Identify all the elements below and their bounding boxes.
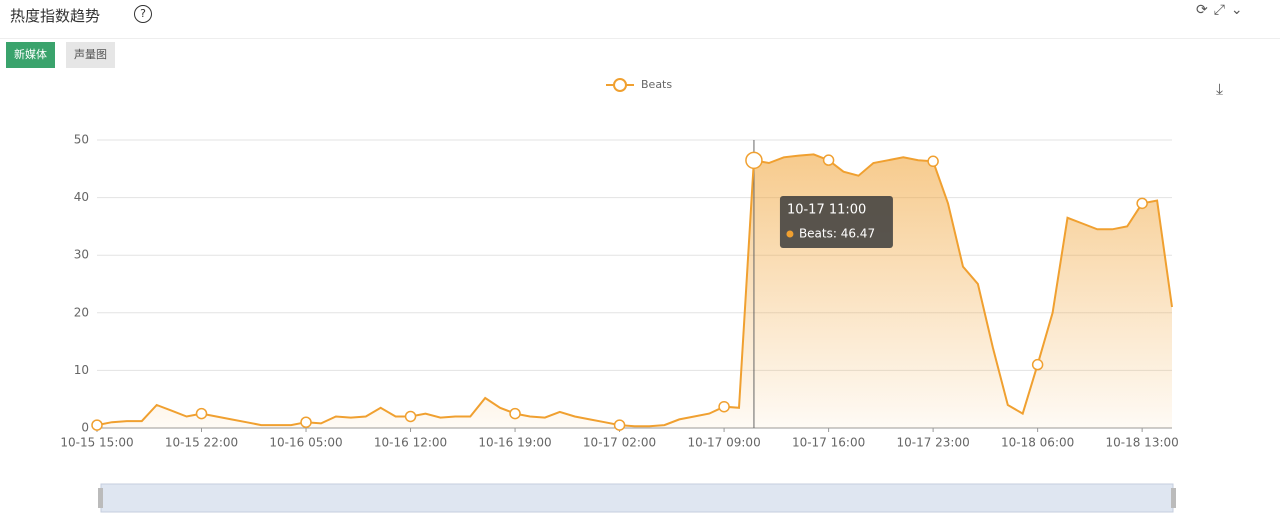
point — [1031, 358, 1044, 371]
x-tick-label: 10-15 22:00 — [165, 436, 238, 450]
help-icon[interactable]: ? — [134, 5, 152, 23]
point — [718, 400, 730, 413]
x-tick-label: 10-17 16:00 — [792, 436, 865, 450]
point — [91, 419, 103, 431]
y-tick-label: 40 — [74, 190, 89, 204]
point — [300, 416, 312, 428]
point — [613, 419, 626, 431]
tooltip-title: 10-17 11:00 — [787, 203, 866, 218]
slider-handle[interactable] — [1171, 488, 1176, 508]
tooltip-marker — [786, 230, 794, 238]
header-icons[interactable]: ⟳⤢⌄ — [1196, 2, 1249, 18]
tab[interactable]: 声量图 — [66, 42, 115, 68]
legend-label: Beats — [641, 78, 672, 91]
x-tick-label: 10-15 15:00 — [60, 436, 133, 450]
tooltip — [779, 196, 893, 248]
x-tick-label: 10-18 13:00 — [1106, 436, 1179, 450]
y-tick-label: 30 — [74, 248, 89, 262]
x-tick-label: 10-17 09:00 — [687, 436, 760, 450]
widget-title: 热度指数趋势 — [10, 7, 101, 25]
point — [195, 407, 208, 420]
tooltip-text: Beats: 46.47 — [799, 227, 875, 241]
x-tick-label: 10-17 02:00 — [583, 436, 656, 450]
download-icon[interactable]: ⤓ — [1216, 80, 1223, 99]
line — [96, 153, 1173, 428]
point — [745, 151, 763, 170]
tab[interactable]: 新媒体 — [6, 42, 55, 68]
point — [927, 155, 939, 168]
y-tick-label: 20 — [74, 305, 89, 319]
point — [822, 154, 835, 166]
y-tick-label: 50 — [74, 133, 89, 147]
x-tick-label: 10-16 12:00 — [374, 436, 447, 450]
y-tick-label: 10 — [74, 363, 89, 377]
point — [1136, 197, 1148, 210]
x-tick-label: 10-18 06:00 — [1001, 436, 1074, 450]
point — [509, 407, 521, 420]
point — [404, 410, 417, 423]
zoom-slider[interactable] — [100, 483, 1174, 513]
legend-marker — [613, 78, 627, 92]
slider-handle[interactable] — [98, 488, 103, 508]
x-tick-label: 10-17 23:00 — [896, 436, 969, 450]
x-tick-label: 10-16 05:00 — [269, 436, 342, 450]
y-tick-label: 0 — [81, 421, 89, 435]
divider — [0, 38, 1280, 39]
x-tick-label: 10-16 19:00 — [478, 436, 551, 450]
area — [97, 154, 1172, 428]
